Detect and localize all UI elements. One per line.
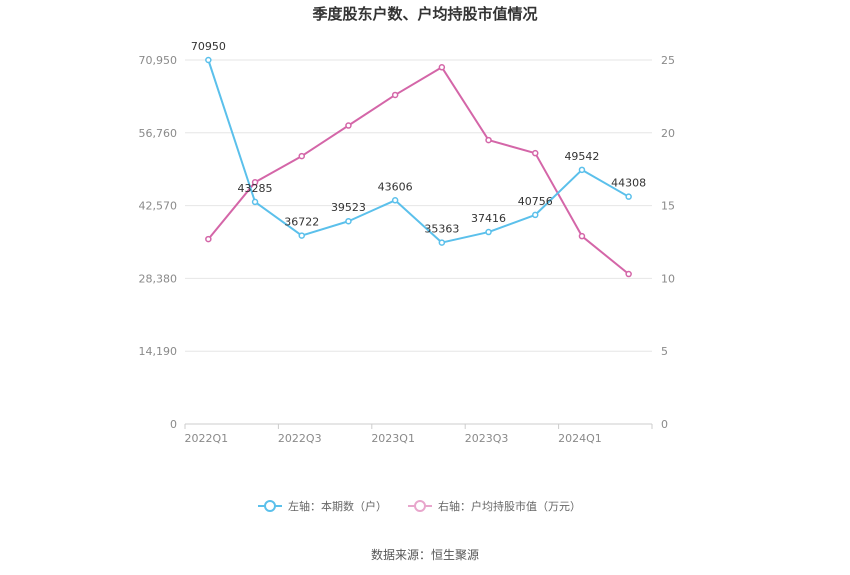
point-households[interactable]	[205, 56, 212, 64]
point-households[interactable]	[532, 211, 539, 219]
point-avg-value[interactable]	[205, 235, 212, 243]
series-line-avg-value	[207, 66, 630, 275]
x-axis: 2022Q1 2022Q3 2023Q1 2023Q3 2024Q1	[184, 423, 653, 445]
legend-avg-value-label: 右轴：户均持股市值（万元）	[438, 499, 581, 513]
data-label: 44308	[611, 177, 646, 190]
x-tick-label: 2022Q1	[185, 432, 229, 445]
point-households[interactable]	[625, 193, 632, 200]
data-label: 36722	[284, 216, 319, 229]
x-tick-label: 2023Q3	[465, 432, 509, 445]
right-tick-label: 5	[661, 345, 668, 358]
data-labels: 70950 43285 36722 39523 43606 35363 37416 40756…	[191, 40, 646, 236]
point-households[interactable]	[438, 239, 446, 246]
point-avg-value[interactable]	[485, 136, 492, 144]
point-avg-value[interactable]	[298, 152, 305, 160]
point-avg-value[interactable]	[532, 149, 539, 157]
data-source: 数据来源：恒生聚源	[371, 547, 479, 562]
point-avg-value[interactable]	[345, 122, 352, 129]
left-tick-label: 14,190	[139, 345, 178, 358]
left-axis: 0 14,190 28,380 42,570 56,760 70,950	[139, 54, 178, 431]
left-tick-label: 0	[170, 418, 177, 431]
data-label: 39523	[331, 201, 366, 214]
legend-item-avg-value[interactable]: 右轴：户均持股市值（万元）	[408, 499, 581, 513]
series-line-households	[207, 59, 630, 244]
point-avg-value[interactable]	[578, 232, 586, 240]
legend-item-households[interactable]: 左轴：本期数（户）	[258, 499, 387, 513]
point-avg-value[interactable]	[391, 91, 399, 99]
right-tick-label: 10	[661, 272, 675, 285]
point-households[interactable]	[298, 232, 305, 239]
x-tick-label: 2024Q1	[558, 432, 602, 445]
data-label: 40756	[518, 195, 553, 208]
series-lines	[205, 56, 632, 278]
left-tick-label: 56,760	[139, 127, 178, 140]
x-tick-label: 2022Q3	[278, 432, 322, 445]
left-tick-label: 70,950	[139, 54, 178, 67]
point-avg-value[interactable]	[251, 179, 259, 186]
legend[interactable]: 左轴：本期数（户） 右轴：户均持股市值（万元）	[258, 499, 581, 513]
point-households[interactable]	[485, 228, 492, 236]
point-households[interactable]	[391, 197, 399, 204]
right-tick-label: 25	[661, 54, 675, 67]
point-avg-value[interactable]	[438, 64, 446, 71]
data-label: 70950	[191, 40, 226, 53]
grid	[185, 59, 652, 352]
legend-households-marker	[264, 500, 276, 512]
point-households[interactable]	[578, 166, 586, 174]
right-tick-label: 0	[661, 418, 668, 431]
legend-households-label: 左轴：本期数（户）	[288, 499, 387, 513]
right-tick-label: 15	[661, 200, 675, 213]
data-label: 37416	[471, 212, 506, 225]
data-label: 35363	[424, 223, 459, 236]
point-avg-value[interactable]	[625, 270, 632, 278]
legend-avg-value-marker	[414, 500, 426, 512]
point-households[interactable]	[345, 217, 352, 225]
data-label: 43285	[238, 182, 273, 195]
data-label: 49542	[564, 150, 599, 163]
data-label: 43606	[378, 180, 413, 193]
chart-title: 季度股东户数、户均持股市值情况	[312, 5, 537, 23]
right-tick-label: 20	[661, 127, 675, 140]
left-tick-label: 28,380	[139, 272, 178, 285]
point-households[interactable]	[251, 198, 259, 206]
left-tick-label: 42,570	[139, 200, 178, 213]
x-tick-label: 2023Q1	[371, 432, 415, 445]
right-axis: 0 5 10 15 20 25	[661, 54, 675, 431]
